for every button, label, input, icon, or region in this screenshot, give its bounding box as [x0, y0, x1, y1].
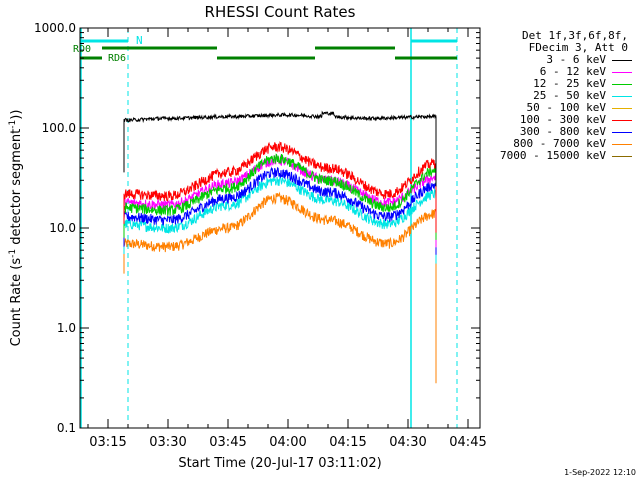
y-tick-label: 100.0: [42, 121, 76, 135]
legend-header: Det 1f,3f,6f,8f,: [522, 29, 628, 42]
series-layer: [123, 110, 437, 384]
legend-label: 3 - 6 keV: [546, 53, 606, 66]
legend-swatch: [612, 107, 632, 109]
legend-entry: 7000 - 15000 keV: [500, 150, 632, 162]
legend-swatch: [612, 83, 632, 85]
x-tick-label: 04:15: [329, 435, 366, 450]
legend-swatch: [612, 155, 632, 157]
annotation-rd6: RD6: [108, 53, 126, 64]
legend-entry: 6 - 12 keV: [540, 66, 632, 78]
x-axis-label: Start Time (20-Jul-17 03:11:02): [178, 456, 381, 471]
series-line-2: [123, 153, 437, 216]
legend-label: 100 - 300 keV: [519, 113, 606, 126]
legend-swatch: [612, 95, 632, 97]
legend-entry: 25 - 50 keV: [533, 90, 632, 102]
legend-swatch: [612, 119, 632, 121]
legend-entry: 800 - 7000 keV: [513, 138, 632, 150]
legend-label: 7000 - 15000 keV: [500, 149, 606, 162]
legend-entry: 300 - 800 keV: [520, 126, 632, 138]
legend-entry: 3 - 6 keV: [546, 54, 632, 66]
legend-label: 50 - 100 keV: [526, 101, 606, 114]
legend-header: FDecim 3, Att 0: [528, 41, 628, 54]
x-tick-label: 03:15: [89, 435, 126, 450]
annotation-n: N: [136, 34, 143, 47]
y-tick-label: 1000.0: [34, 21, 76, 35]
annotation-rd0: RD0: [73, 44, 91, 55]
legend-label: 800 - 7000 keV: [513, 137, 606, 150]
chart-title: RHESSI Count Rates: [205, 3, 356, 21]
axes: 0.1 1.0 10.0 100.0 1000.0 03:15 03:30 03:45 04:0…: [34, 21, 487, 450]
legend-label: 25 - 50 keV: [533, 89, 606, 102]
x-tick-label: 03:30: [149, 435, 186, 450]
legend-entry: 12 - 25 keV: [533, 78, 632, 90]
y-tick-label: 1.0: [57, 321, 76, 335]
series-line-5: [123, 140, 437, 202]
legend-swatch: [612, 59, 632, 61]
legend-entry: 100 - 300 keV: [520, 114, 632, 126]
y-tick-label: 0.1: [57, 421, 76, 435]
legend-entry: 50 - 100 keV: [527, 102, 632, 114]
x-tick-label: 04:30: [389, 435, 426, 450]
series-line-3: [123, 175, 437, 234]
series-line-6: [123, 166, 437, 226]
legend-label: 12 - 25 keV: [533, 77, 606, 90]
legend-label: 6 - 12 keV: [539, 65, 606, 78]
y-tick-label: 10.0: [49, 221, 76, 235]
legend-swatch: [612, 71, 632, 73]
legend-swatch: [612, 143, 632, 145]
x-tick-label: 04:00: [269, 435, 306, 450]
x-tick-label: 03:45: [209, 435, 246, 450]
x-tick-label: 04:45: [449, 435, 486, 450]
legend-swatch: [612, 131, 632, 133]
night-and-decimation-bands: N RD0 RD6: [73, 28, 458, 428]
series-line-1: [123, 154, 437, 211]
legend-label: 300 - 800 keV: [519, 125, 606, 138]
series-line-7: [123, 191, 437, 253]
footer-timestamp: 1-Sep-2022 12:10: [564, 468, 636, 477]
plot-frame: [79, 27, 481, 429]
series-line-0: [123, 110, 437, 124]
y-axis-label: Count Rate (s-1 detector segment-1)): [8, 110, 24, 347]
